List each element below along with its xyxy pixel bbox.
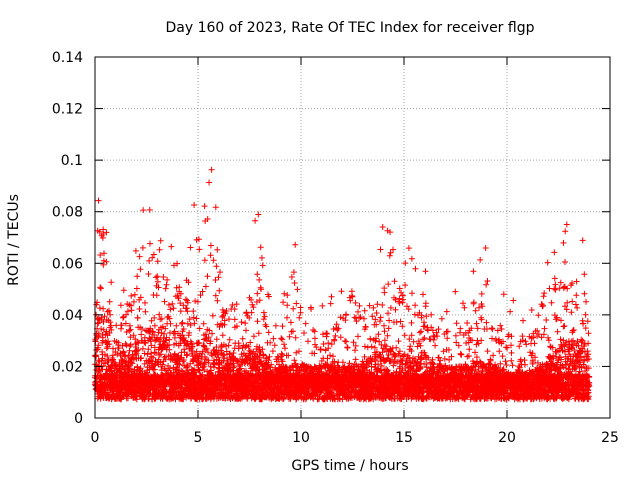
x-axis-label: GPS time / hours [291,458,408,474]
y-tick-label: 0.08 [52,205,83,221]
x-tick-label: 15 [395,430,413,446]
grid-lines [95,57,610,418]
chart-title: Day 160 of 2023, Rate Of TEC Index for r… [166,20,535,36]
x-tick-label: 10 [292,430,310,446]
axis-ticks [94,56,611,419]
y-tick-label: 0.14 [52,50,83,66]
y-tick-label: 0.06 [52,256,83,272]
x-tick-label: 25 [601,430,619,446]
plot-frame [94,56,611,419]
axis-tick-labels: 0 0.02 0.04 0.06 0.08 0.1 0.12 0.14 0 5 10 15 20 25 [52,50,619,446]
y-tick-label: 0.02 [52,359,83,375]
y-tick-label: 0.12 [52,102,83,118]
x-tick-label: 5 [194,430,203,446]
x-tick-label: 20 [498,430,516,446]
y-tick-label: 0.04 [52,308,83,324]
roti-series-points [91,166,593,403]
y-tick-label: 0.1 [61,153,83,169]
y-axis-label: ROTI / TECUs [6,194,22,286]
data-points [91,166,593,403]
x-tick-label: 0 [91,430,100,446]
y-tick-label: 0 [74,411,83,427]
